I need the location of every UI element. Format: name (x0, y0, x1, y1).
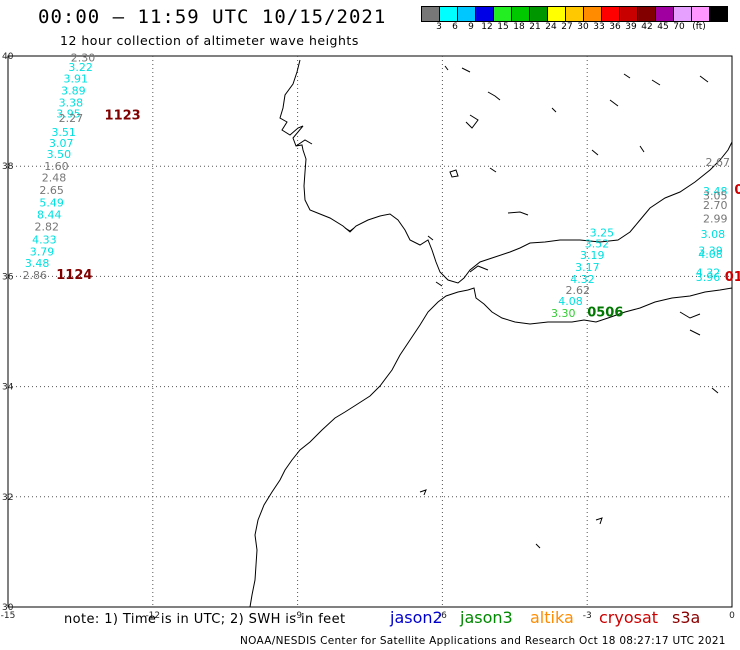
satellite-legend-jason2: jason2 (390, 608, 443, 627)
wave-height-value: 3.22 (68, 61, 93, 74)
wave-height-value: 2.86 (22, 269, 47, 282)
wave-height-value: 3.91 (64, 72, 89, 85)
colorbar-label: 24 (545, 22, 557, 32)
wave-height-value: 3.48 (25, 257, 50, 270)
pass-time-label: 0506 (587, 306, 623, 321)
wave-height-value: 2.30 (71, 52, 96, 65)
colorbar-label: 30 (577, 22, 589, 32)
footer-note: note: 1) Time is in UTC; 2) SWH is in fe… (64, 612, 346, 627)
lon-tick-label: -9 (293, 611, 302, 621)
map-subtitle: 12 hour collection of altimeter wave hei… (60, 33, 359, 48)
pass-time-tags: 1123 1124 0506 01 01 (56, 108, 740, 320)
colorbar-label: 39 (625, 22, 637, 32)
lat-tick-label: 40 (2, 52, 14, 62)
lat-lon-grid (8, 56, 732, 607)
wave-height-value: 3.89 (61, 85, 86, 98)
colorbar-label: 36 (609, 22, 621, 32)
coastline (249, 59, 733, 608)
map-title: 00:00 – 11:59 UTC 10/15/2021 (38, 6, 387, 28)
wave-height-value: 2.67 (705, 156, 730, 169)
satellite-legend-s3a: s3a (672, 608, 701, 627)
colorbar-label: 27 (561, 22, 573, 32)
wave-height-value: 2.62 (565, 284, 590, 297)
lat-tick-label: 34 (2, 383, 14, 393)
wave-height-value: 3.51 (51, 126, 76, 139)
colorbar-unit: (ft) (692, 22, 706, 32)
colorbar-label: 33 (593, 22, 605, 32)
wave-height-value: 3.30 (551, 307, 576, 320)
wave-height-value: 3.05 (703, 189, 728, 202)
wave-height-value: 2.82 (35, 221, 60, 234)
wave-height-value: 8.44 (37, 209, 62, 222)
colorbar-label: 42 (641, 22, 653, 32)
lon-tick-label: -6 (438, 611, 447, 621)
wave-height-value: 2.48 (42, 172, 67, 185)
wave-height-value: 3.50 (47, 148, 72, 161)
wave-height-value: 4.08 (698, 248, 723, 261)
wave-height-value: 3.95 (56, 108, 80, 121)
wave-height-value: 3.96 (696, 271, 721, 284)
lat-tick-label: 36 (2, 272, 14, 282)
colorbar-label: 3 (436, 22, 442, 32)
axis-ticks: -15 -12 -9 -6 -3 0 30 32 34 36 38 40 (1, 52, 735, 621)
colorbar-label: 70 (673, 22, 685, 32)
lon-tick-label: -3 (583, 611, 592, 621)
credit-line: NOAA/NESDIS Center for Satellite Applica… (240, 635, 726, 647)
colorbar-label: 21 (529, 22, 541, 32)
wave-height-colorbar (421, 6, 728, 22)
wave-height-value: 3.25 (590, 227, 615, 240)
wave-height-value: 3.08 (701, 228, 726, 241)
wave-height-value: 2.70 (703, 199, 728, 212)
colorbar-label: 18 (513, 22, 525, 32)
wave-height-value: 2.65 (39, 184, 64, 197)
colorbar-label: 15 (497, 22, 509, 32)
wave-height-observations: 2.303.223.913.893.383.952.273.513.073.50… (22, 52, 729, 321)
colorbar-swatch (709, 6, 728, 22)
colorbar-label: 12 (481, 22, 493, 32)
lon-tick-label: 0 (729, 611, 735, 621)
wave-height-value: 3.39 (698, 244, 723, 257)
wave-height-value: 4.32 (570, 273, 595, 286)
lon-tick-label: -15 (1, 611, 16, 621)
wave-height-value: 3.07 (49, 137, 74, 150)
wave-height-value: 1.60 (44, 160, 68, 173)
lat-tick-label: 32 (2, 493, 13, 503)
wave-height-value: 4.32 (696, 266, 721, 279)
colorbar-label: 9 (468, 22, 474, 32)
colorbar-label: 6 (452, 22, 458, 32)
colorbar-label: 45 (657, 22, 669, 32)
pass-time-label: 1123 (105, 108, 141, 123)
pass-time-label: 01 (725, 270, 740, 285)
map-frame (7, 55, 733, 608)
wave-height-value: 4.08 (558, 295, 583, 308)
lon-tick-label: -12 (145, 611, 160, 621)
wave-height-value: 3.52 (585, 238, 610, 251)
pass-time-label: 01 (734, 183, 740, 198)
wave-height-value: 4.33 (32, 233, 57, 246)
wave-height-value: 2.27 (59, 112, 84, 125)
wave-height-value: 3.79 (30, 245, 55, 258)
satellite-legend-altika: altika (530, 608, 574, 627)
satellite-legend-jason3: jason3 (460, 608, 513, 627)
pass-time-label: 1124 (56, 268, 92, 283)
colorbar-labels: 3 6 9 12 15 18 21 24 27 30 33 36 39 42 45 70 (ft) (422, 22, 740, 34)
wave-height-value: 3.19 (580, 249, 605, 262)
wave-height-value: 5.49 (39, 196, 64, 209)
wave-height-value: 3.48 (703, 185, 728, 198)
lat-tick-label: 38 (2, 162, 14, 172)
wave-height-value: 3.38 (59, 97, 84, 110)
lat-tick-label: 30 (2, 603, 14, 613)
wave-height-value: 2.99 (703, 212, 728, 225)
satellite-legend-cryosat: cryosat (599, 608, 659, 627)
wave-height-value: 3.17 (575, 261, 600, 274)
